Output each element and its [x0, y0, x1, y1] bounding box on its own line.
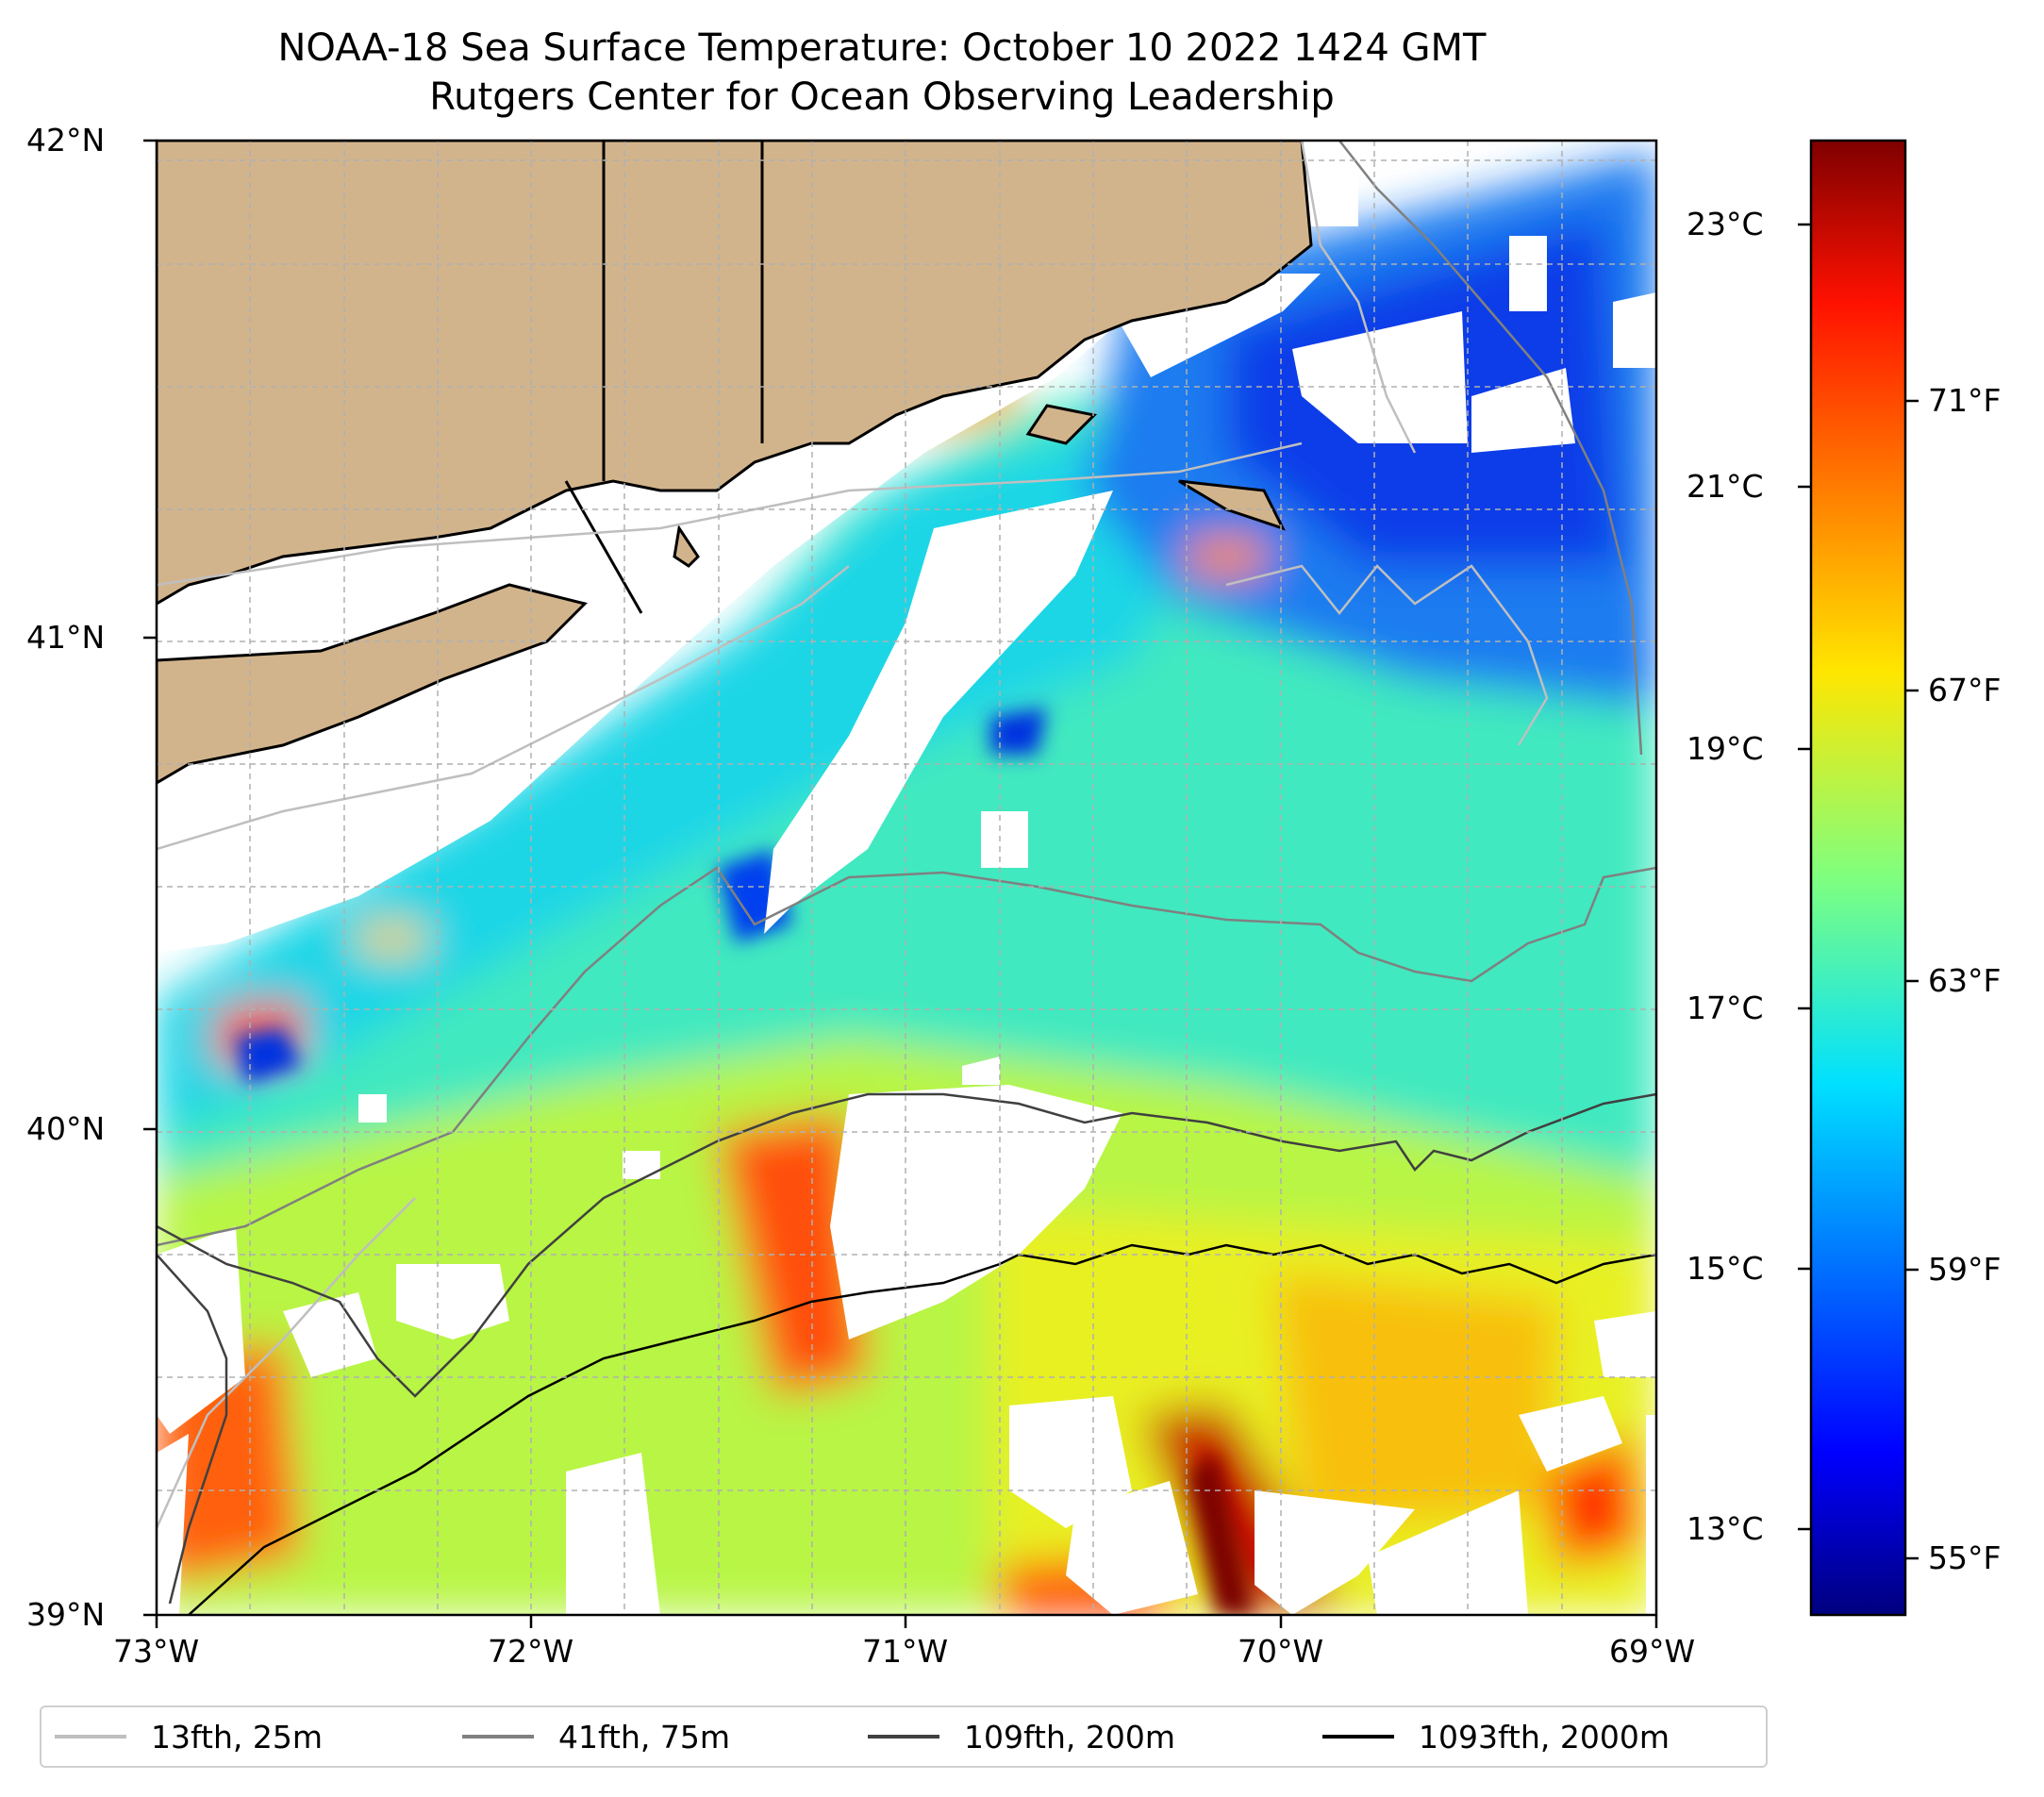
- colorbar-c-label: 13°C: [1687, 1510, 1764, 1547]
- chart-subtitle: Rutgers Center for Ocean Observing Leade…: [429, 75, 1335, 119]
- legend-item: 1093fth, 2000m: [1322, 1707, 1670, 1766]
- colorbar-c-label: 19°C: [1687, 730, 1764, 767]
- legend-item: 41fth, 75m: [462, 1707, 730, 1766]
- chart-title: NOAA-18 Sea Surface Temperature: October…: [277, 26, 1487, 70]
- lon-tick-label: 69°W: [1609, 1633, 1696, 1670]
- isobath-legend: 13fth, 25m 41fth, 75m 109fth, 200m 1093f…: [40, 1705, 1768, 1768]
- colorbar-ticks: [1798, 223, 1919, 1560]
- lon-tick-label: 70°W: [1238, 1633, 1324, 1670]
- lat-tick-label: 40°N: [26, 1110, 106, 1147]
- legend-label: 41fth, 75m: [558, 1718, 730, 1755]
- legend-item: 13fth, 25m: [55, 1707, 323, 1766]
- legend-label: 1093fth, 2000m: [1419, 1718, 1670, 1755]
- colorbar-c-label: 17°C: [1687, 990, 1764, 1026]
- lat-tick-label: 42°N: [26, 122, 106, 158]
- colorbar-c-label: 23°C: [1687, 206, 1764, 242]
- lat-tick-label: 41°N: [26, 619, 106, 656]
- lon-tick-label: 73°W: [113, 1633, 200, 1670]
- legend-line-swatch: [1322, 1735, 1394, 1739]
- colorbar-c-label: 15°C: [1687, 1250, 1764, 1287]
- colorbar-f-label: 67°F: [1928, 672, 2002, 708]
- legend-label: 109fth, 200m: [964, 1718, 1175, 1755]
- legend-line-swatch: [868, 1735, 939, 1739]
- colorbar-f-label: 59°F: [1928, 1251, 2002, 1288]
- gridlines: [157, 141, 1656, 1615]
- lon-tick-label: 71°W: [862, 1633, 949, 1670]
- legend-line-swatch: [462, 1735, 534, 1739]
- map-ticks: [143, 139, 1658, 1628]
- sst-field: [157, 141, 1656, 1615]
- legend-line-swatch: [55, 1735, 126, 1739]
- lon-tick-label: 72°W: [488, 1633, 574, 1670]
- colorbar-f-label: 71°F: [1928, 382, 2002, 419]
- colorbar: [1809, 139, 1907, 1617]
- lat-tick-label: 39°N: [26, 1596, 106, 1633]
- colorbar-f-label: 63°F: [1928, 962, 2002, 999]
- colorbar-f-label: 55°F: [1928, 1539, 2002, 1576]
- legend-item: 109fth, 200m: [868, 1707, 1175, 1766]
- land-mass: [157, 141, 1313, 785]
- colorbar-c-label: 21°C: [1687, 468, 1764, 505]
- legend-label: 13fth, 25m: [151, 1718, 323, 1755]
